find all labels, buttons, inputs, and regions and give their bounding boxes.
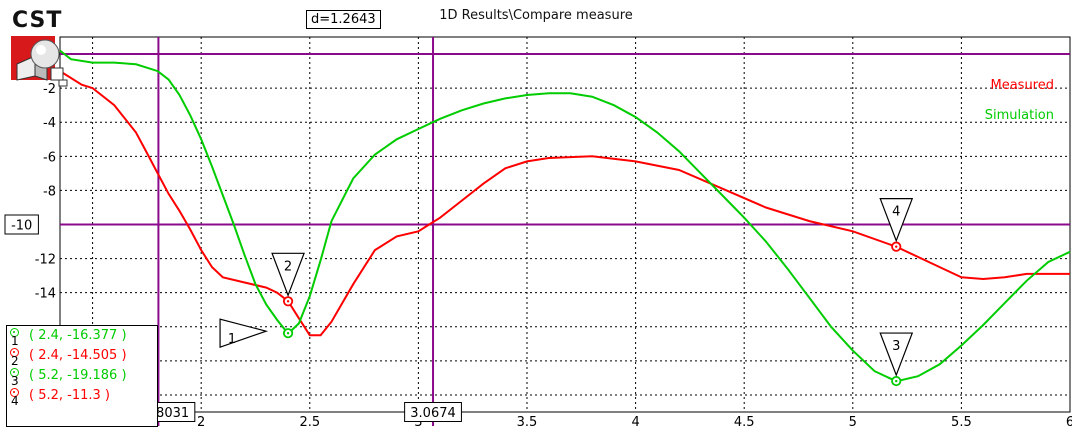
x-tick-label: 5.5 — [951, 415, 972, 427]
x-tick-label: 4 — [631, 415, 639, 427]
y-marker-label-box — [4, 214, 39, 235]
series-line-measured — [59, 70, 1070, 337]
marker-circle-icon — [10, 368, 19, 377]
curve-marker-label: 1 — [228, 332, 236, 347]
x-tick-label: 3.5 — [517, 415, 538, 427]
y-tick-label: -6 — [43, 150, 56, 165]
marker-coordinates: ( 5.2, -11.3 ) — [29, 388, 110, 403]
x-tick-label: 4.5 — [734, 415, 755, 427]
curve-marker-label: 3 — [892, 339, 900, 354]
y-tick-label: -12 — [35, 253, 56, 268]
marker-circle-icon — [10, 328, 19, 337]
marker-list-item: 3 ( 5.2, -19.186 ) — [7, 366, 157, 388]
y-tick-label: -8 — [43, 184, 56, 199]
x-marker-label: 3.0674 — [410, 406, 456, 421]
marker-list-item: 4 ( 5.2, -11.3 ) — [7, 386, 157, 408]
marker-number: 3 — [11, 374, 19, 388]
y-tick-label: -14 — [35, 287, 56, 302]
curve-marker-label: 4 — [892, 205, 900, 220]
cst-logo-text: CST — [12, 8, 63, 33]
delta-readout: d=1.2643 — [306, 10, 381, 29]
marker-coordinates: ( 2.4, -14.505 ) — [29, 348, 127, 363]
y-marker-label: -10 — [11, 219, 32, 234]
marker-list-item: 2 ( 2.4, -14.505 ) — [7, 346, 157, 368]
series-line-simulation — [59, 49, 1071, 383]
y-tick-label: -4 — [43, 116, 56, 131]
marker-coordinates: ( 5.2, -19.186 ) — [29, 368, 127, 383]
marker-number: 4 — [11, 394, 19, 408]
legend-simulation: Simulation — [984, 108, 1054, 123]
curve-marker-point-center — [895, 379, 898, 383]
curve-marker-point-center — [895, 245, 898, 248]
curve-marker-point-center — [286, 331, 290, 335]
curve-marker-point-center — [286, 300, 290, 303]
marker-coordinates: ( 2.4, -16.377 ) — [29, 328, 127, 343]
marker-circle-icon — [10, 388, 19, 397]
marker-number: 2 — [11, 354, 19, 368]
y-tick-label: -2 — [43, 82, 56, 97]
x-tick-label: 5 — [849, 415, 857, 427]
curve-marker-label: 2 — [284, 259, 292, 274]
curve-marker-flag — [879, 332, 914, 377]
x-tick-label: 2 — [197, 415, 205, 427]
curve-marker-flag — [271, 252, 305, 297]
marker-list: 1 ( 2.4, -16.377 ) 2 ( 2.4, -14.505 ) 3 … — [6, 325, 158, 427]
x-marker-label-box — [404, 402, 462, 422]
x-tick-label: 2.5 — [299, 415, 320, 427]
curve-marker-flag — [219, 318, 269, 349]
curve-marker-flag — [879, 198, 914, 243]
cst-logo-icon — [11, 36, 68, 87]
marker-list-item: 1 ( 2.4, -16.377 ) — [7, 326, 157, 348]
marker-number: 1 — [11, 334, 19, 348]
marker-circle-icon — [10, 348, 19, 357]
chart-title: 1D Results\Compare measure — [439, 8, 633, 23]
x-tick-label: 6 — [1066, 415, 1072, 427]
legend-measured: Measured — [990, 78, 1054, 93]
